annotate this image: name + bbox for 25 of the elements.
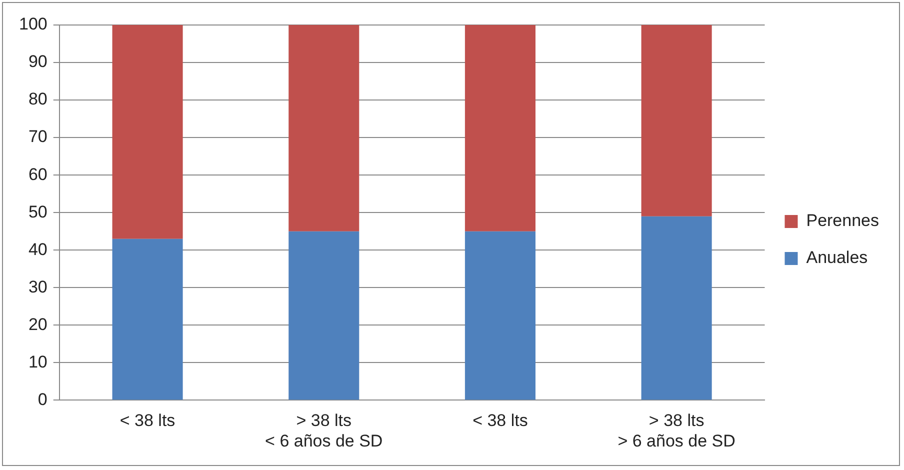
y-tick-label: 100 [18,14,48,34]
y-tick-label: 0 [38,390,48,409]
bar [112,25,183,239]
legend-label: Anuales [806,248,868,268]
y-tick-label: 50 [28,202,48,222]
bar [112,238,183,400]
y-tick-label: 30 [28,277,48,296]
x-tick-label: < 38 lts [472,411,528,430]
y-tick-label: 70 [28,127,48,146]
y-tick-label: 40 [28,240,48,259]
bar [464,25,536,232]
bar [288,231,360,400]
bar [641,216,712,400]
y-tick-label: 90 [28,52,48,72]
x-tick-label: < 38 lts [120,411,176,430]
bar [464,231,536,400]
x-tick-label: > 38 lts > 6 años de SD [618,411,736,450]
y-tick-label: 80 [28,90,48,109]
y-tick-label: 20 [28,314,48,334]
bar [288,25,360,232]
bar [641,25,712,216]
legend-label: Perennes [806,211,880,230]
y-tick-label: 60 [28,164,48,184]
x-tick-label: > 38 lts < 6 años de SD [265,411,383,450]
y-tick-label: 10 [28,352,48,372]
